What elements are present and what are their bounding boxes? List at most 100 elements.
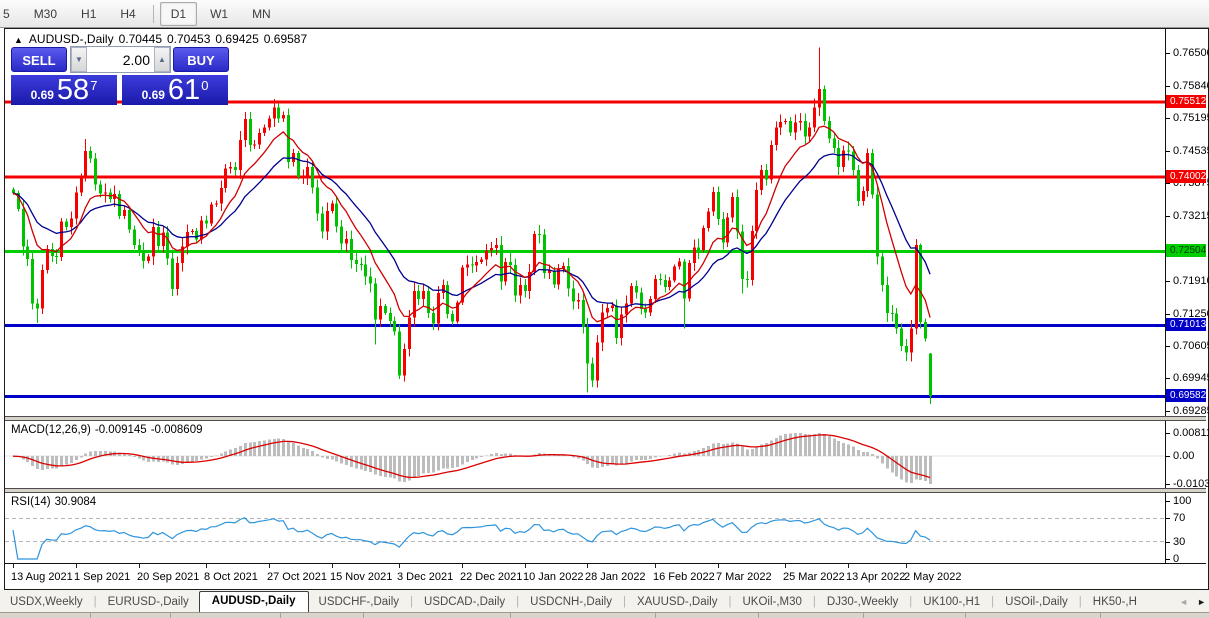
price-tick-label: 0.75840 — [1173, 80, 1209, 92]
date-tick — [587, 564, 588, 568]
date-tick — [13, 564, 14, 568]
price-axis[interactable]: 0.76500 0.75840 0.75195 0.74535 0.73875 0.732… — [1166, 29, 1209, 417]
timeframe-button-d1[interactable]: D1 — [159, 1, 198, 26]
buy-price-display[interactable]: 0.69 61 0 — [122, 73, 228, 105]
tab-scroll-left-icon[interactable]: ◄ — [1179, 597, 1189, 607]
sell-button[interactable]: SELL — [11, 47, 67, 72]
panel-splitter[interactable] — [5, 416, 1206, 421]
rsi-value: 30.9084 — [54, 496, 97, 508]
chart-tab-usdchf-daily[interactable]: USDCHF-,Daily — [318, 596, 400, 608]
date-tick-label: 13 Apr 2022 — [846, 571, 906, 583]
chart-tab-xauusd-daily[interactable]: XAUUSD-,Daily — [636, 596, 718, 608]
axis-tick — [1166, 151, 1170, 152]
date-tick — [525, 564, 526, 568]
volume-input[interactable] — [87, 47, 154, 72]
chart-window: ▲ AUDUSD-,Daily 0.70445 0.70453 0.69425 0.695… — [4, 28, 1209, 590]
sell-price-display[interactable]: 0.69 58 7 — [11, 73, 117, 105]
tab-separator: | — [410, 596, 414, 608]
chart-tab-usdx-weekly[interactable]: USDX,Weekly — [10, 596, 83, 608]
date-tick-label: 28 Jan 2022 — [585, 571, 646, 583]
panel-splitter[interactable] — [5, 488, 1206, 493]
candlestick-chart — [5, 47, 1165, 405]
macd-label: MACD(12,26,9) -0.009145 -0.008609 — [11, 424, 206, 436]
tab-scroll-right-icon[interactable]: ► — [1197, 597, 1206, 607]
axis-tick — [1166, 484, 1170, 485]
buy-button[interactable]: BUY — [173, 47, 229, 72]
date-tick-label: 13 Aug 2021 — [11, 571, 73, 583]
rsi-name: RSI(14) — [11, 496, 51, 508]
timeframe-button-5[interactable]: 5 — [3, 6, 10, 21]
price-panel: ▲ AUDUSD-,Daily 0.70445 0.70453 0.69425 0.695… — [5, 29, 1209, 417]
chart-tab-ukoil-m30[interactable]: UKOil-,M30 — [742, 596, 802, 608]
axis-tick — [1166, 411, 1170, 412]
toolbar-separator — [152, 4, 154, 23]
date-tick — [848, 564, 849, 568]
collapse-panel-icon[interactable]: ▲ — [14, 35, 23, 45]
axis-tick — [1166, 542, 1170, 543]
terminal-column-edge — [758, 613, 759, 618]
macd-tick-label: -0.010311 — [1173, 478, 1209, 490]
timeframe-button-m30[interactable]: M30 — [33, 6, 58, 21]
rsi-plot[interactable]: RSI(14) 30.9084 — [5, 493, 1166, 563]
axis-tick — [1166, 518, 1170, 519]
chart-tab-bar: USDX,Weekly | EURUSD-,Daily AUDUSD-,Daily US… — [0, 590, 1209, 612]
chart-tab-audusd-daily[interactable]: AUDUSD-,Daily — [198, 591, 309, 612]
terminal-column-edge — [170, 613, 171, 618]
date-tick-label: 16 Feb 2022 — [653, 571, 715, 583]
tab-separator: | — [1078, 596, 1082, 608]
price-tick-label: 0.69945 — [1173, 372, 1209, 384]
rsi-tick-label: 70 — [1173, 512, 1186, 524]
macd-axis[interactable]: 0.00811 0.00 -0.010311 — [1166, 421, 1209, 490]
macd-plot[interactable]: MACD(12,26,9) -0.009145 -0.008609 — [5, 421, 1166, 488]
chart-tab-usdcad-daily[interactable]: USDCAD-,Daily — [424, 596, 506, 608]
chart-symbol-label: AUDUSD-,Daily — [28, 32, 114, 46]
date-axis[interactable]: 13 Aug 2021 1 Sep 2021 20 Sep 2021 8 Oct 20… — [5, 563, 1206, 588]
terminal-column-edge — [90, 613, 91, 618]
chart-tab-eurusd-daily[interactable]: EURUSD-,Daily — [107, 596, 189, 608]
chart-tab-usoil-daily[interactable]: USOil-,Daily — [1005, 596, 1068, 608]
date-tick-label: 25 Mar 2022 — [783, 571, 845, 583]
axis-tick — [1166, 378, 1170, 379]
axis-tick — [1166, 216, 1170, 217]
axis-tick — [1166, 501, 1170, 502]
chart-tab-usdcnh-daily[interactable]: USDCNH-,Daily — [530, 596, 612, 608]
terminal-column-edge — [1100, 613, 1101, 618]
chart-tab-dj30-weekly[interactable]: DJ30-,Weekly — [826, 596, 899, 608]
chart-tab-uk100-h1[interactable]: UK100-,H1 — [923, 596, 981, 608]
tab-scroll-controls: ◄ ► — [1179, 597, 1206, 607]
ohlc-open: 0.70445 — [118, 32, 162, 46]
date-tick — [906, 564, 907, 568]
tab-separator: | — [991, 596, 995, 608]
buy-price-big: 61 — [167, 73, 201, 106]
chart-tab-hk50-h[interactable]: HK50-,H — [1092, 596, 1137, 608]
price-level-badge: 0.74002 — [1166, 170, 1206, 183]
date-tick-label: 20 Sep 2021 — [137, 571, 200, 583]
terminal-column-edge — [863, 613, 864, 618]
price-tick-label: 0.69285 — [1173, 405, 1209, 417]
timeframe-button-h1[interactable]: H1 — [81, 6, 97, 21]
date-tick — [76, 564, 77, 568]
price-level-badge: 0.72504 — [1166, 244, 1206, 257]
date-tick-label: 7 Mar 2022 — [716, 571, 772, 583]
date-tick-label: 1 Sep 2021 — [74, 571, 131, 583]
tab-separator: | — [622, 596, 626, 608]
timeframe-button-w1[interactable]: W1 — [210, 6, 229, 21]
terminal-column-edge — [363, 613, 364, 618]
axis-tick — [1166, 314, 1170, 315]
rsi-axis[interactable]: 100 70 30 0 — [1166, 493, 1206, 565]
volume-decrease-button[interactable]: ▼ — [71, 47, 87, 72]
date-tick-label: 27 Oct 2021 — [267, 571, 327, 583]
volume-increase-button[interactable]: ▲ — [154, 47, 170, 72]
date-tick — [139, 564, 140, 568]
macd-value-signal: -0.008609 — [150, 424, 203, 436]
terminal-column-edge — [655, 613, 656, 618]
axis-tick — [1166, 559, 1170, 560]
axis-tick — [1166, 86, 1170, 87]
timeframe-button-mn[interactable]: MN — [252, 6, 271, 21]
price-level-badge: 0.75512 — [1166, 95, 1206, 108]
timeframe-button-h4[interactable]: H4 — [120, 6, 136, 21]
date-tick — [462, 564, 463, 568]
price-chart-plot[interactable]: ▲ AUDUSD-,Daily 0.70445 0.70453 0.69425 0.695… — [5, 29, 1166, 416]
rsi-tick-label: 100 — [1173, 495, 1192, 507]
axis-tick — [1166, 433, 1170, 434]
